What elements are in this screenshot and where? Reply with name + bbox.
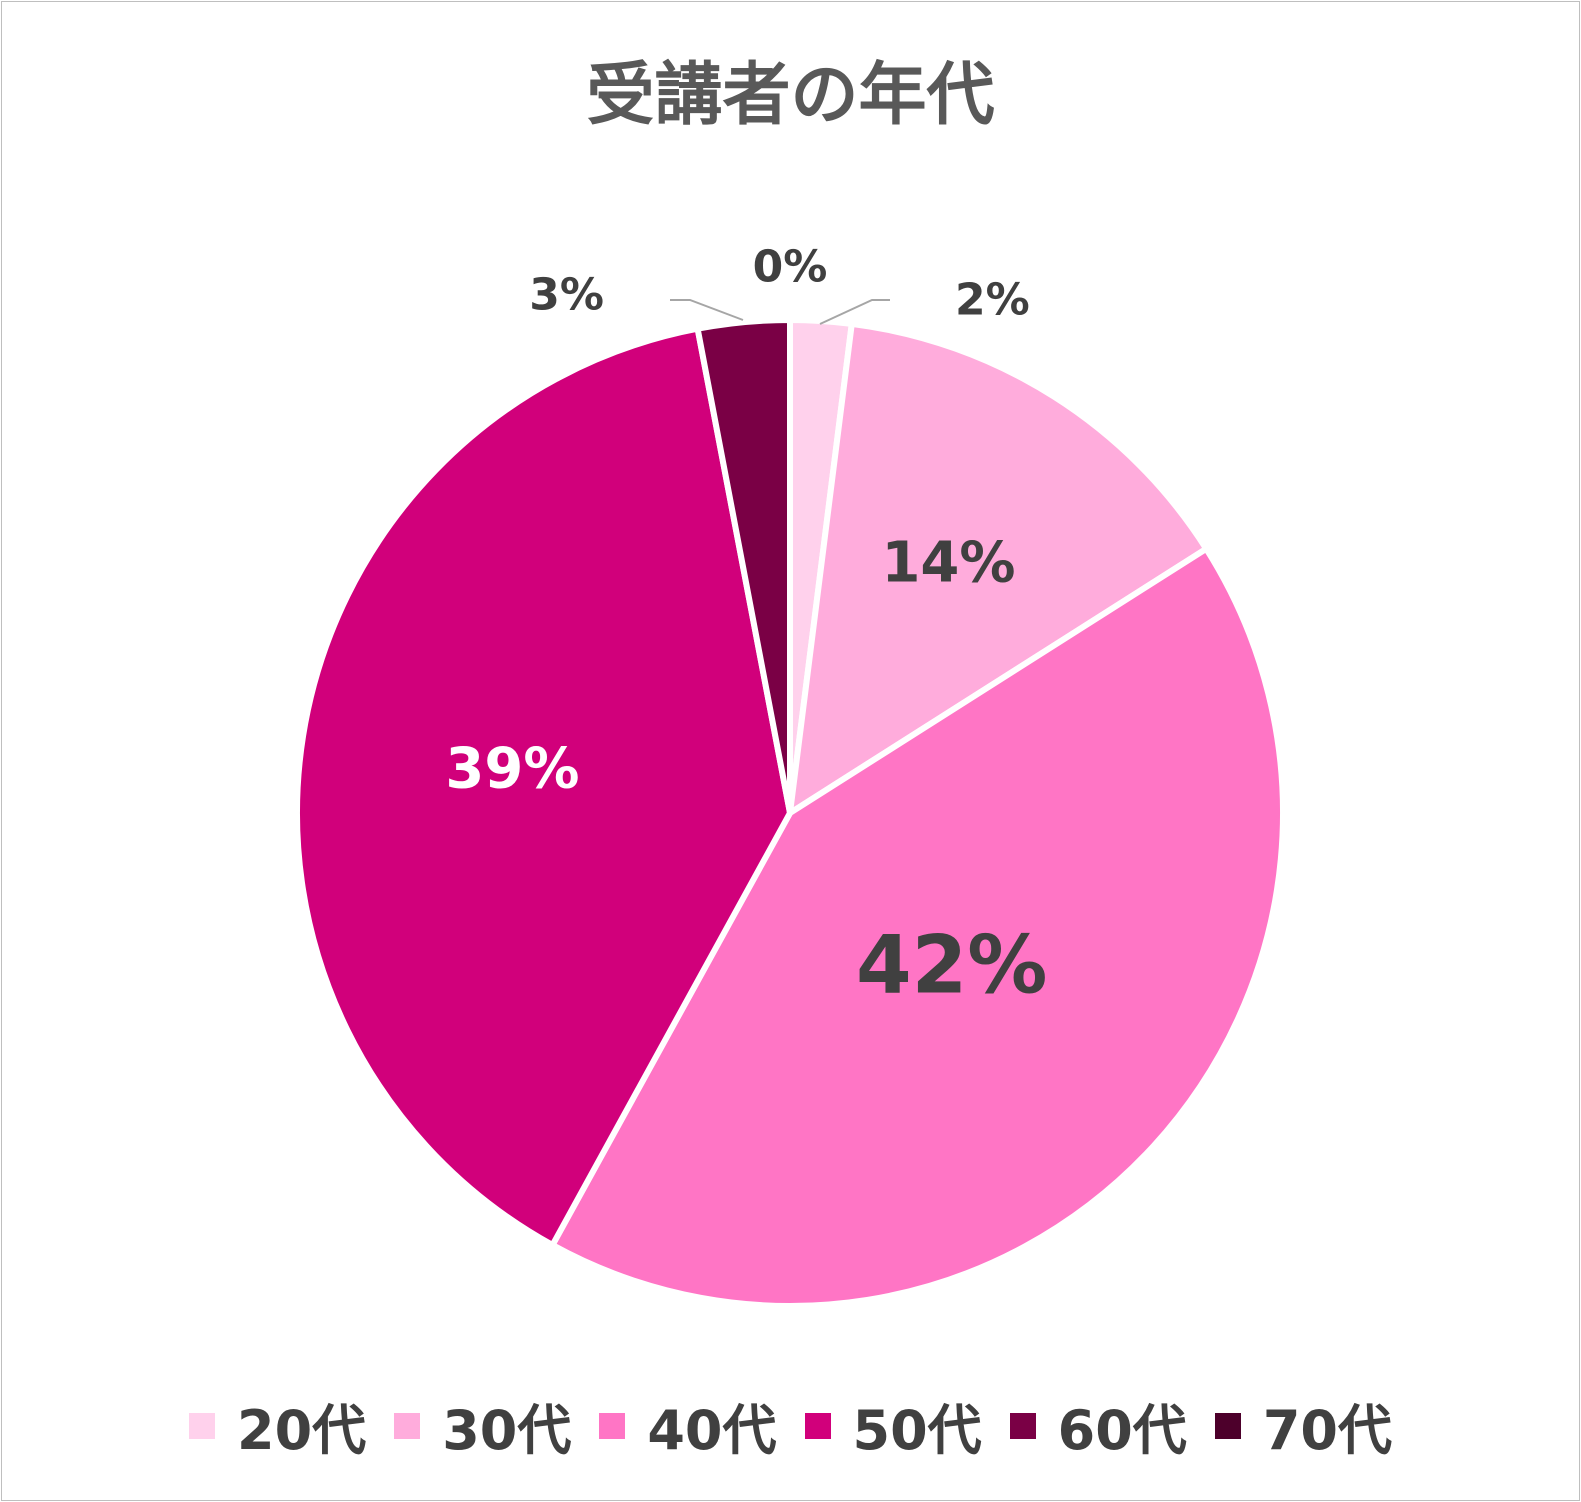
chart-legend: 20代 30代 40代 50代 60代 70代: [2, 1386, 1579, 1465]
data-label-40: 42%: [856, 918, 1047, 1011]
leader-line-20: [819, 299, 890, 325]
legend-swatch: [1214, 1412, 1241, 1439]
pie-slice-50: [294, 325, 793, 1249]
legend-item-50: 50代: [804, 1386, 982, 1465]
legend-swatch: [804, 1412, 831, 1439]
data-label-20: 2%: [955, 275, 1030, 326]
pie-slice-30: [787, 320, 1210, 816]
legend-swatch: [599, 1412, 626, 1439]
data-label-30: 14%: [881, 531, 1015, 596]
data-label-70: 0%: [753, 242, 828, 293]
legend-label: 30代: [442, 1399, 572, 1462]
legend-label: 60代: [1057, 1399, 1187, 1462]
pie-slice-40: [549, 545, 1286, 1309]
leader-line-60: [670, 299, 744, 321]
legend-item-60: 60代: [1009, 1386, 1187, 1465]
legend-swatch: [189, 1412, 216, 1439]
legend-label: 50代: [852, 1399, 982, 1462]
legend-item-30: 30代: [394, 1386, 571, 1465]
pie-slice-60: [694, 317, 793, 816]
legend-swatch: [394, 1412, 421, 1439]
legend-swatch: [1009, 1412, 1036, 1439]
legend-label: 40代: [647, 1399, 777, 1462]
data-label-50: 39%: [445, 737, 579, 802]
chart-title: 受講者の年代: [586, 56, 995, 135]
legend-label: 70代: [1262, 1399, 1392, 1462]
data-label-60: 3%: [529, 270, 604, 321]
legend-item-40: 40代: [599, 1386, 777, 1465]
legend-label: 20代: [237, 1399, 367, 1462]
legend-item-20: 20代: [189, 1386, 366, 1465]
legend-item-70: 70代: [1214, 1386, 1392, 1465]
pie-chart: 2% 14% 42% 39% 3% 0%: [294, 242, 1286, 1309]
